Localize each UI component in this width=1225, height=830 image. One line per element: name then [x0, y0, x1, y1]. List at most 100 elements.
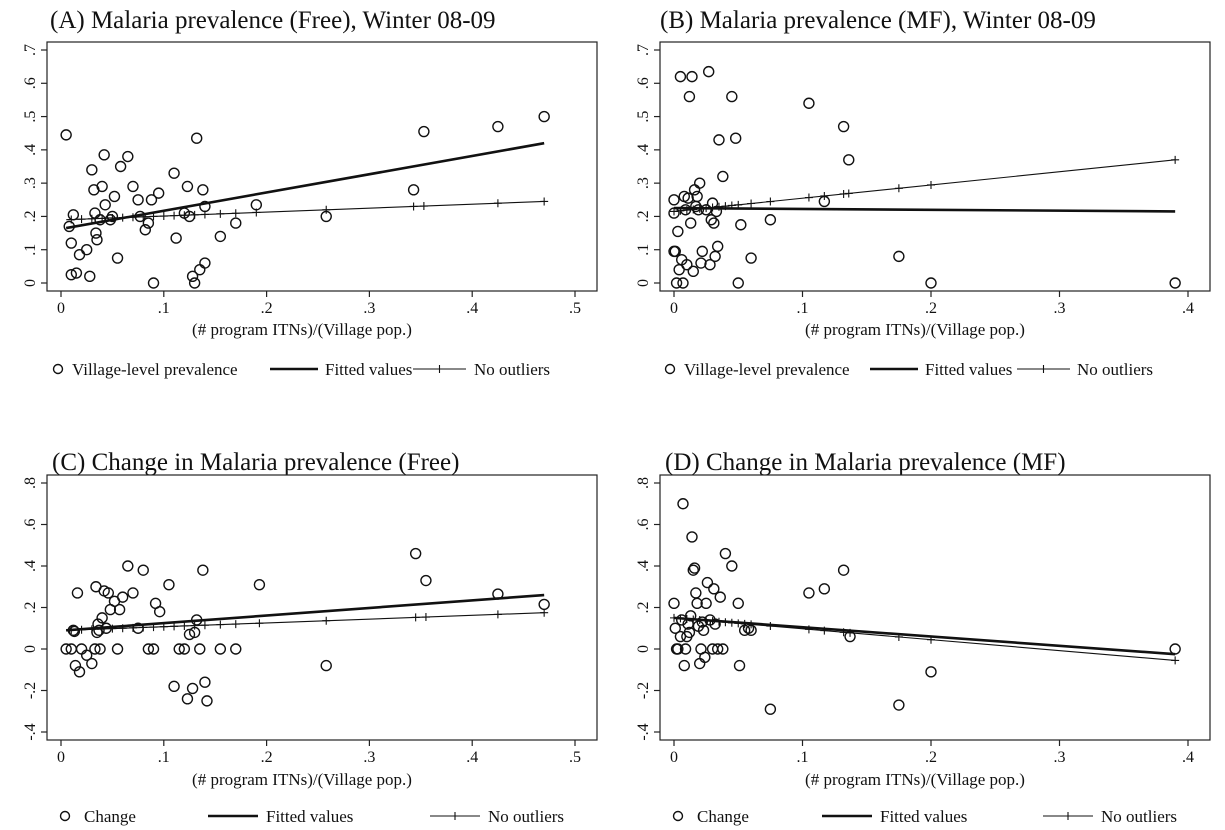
legend-entry: Change	[697, 807, 749, 826]
data-point	[199, 676, 211, 688]
no-outliers-marker	[927, 635, 935, 644]
no-outliers-marker	[252, 208, 261, 217]
data-point	[696, 616, 708, 628]
data-point	[67, 209, 80, 221]
data-point	[691, 190, 703, 203]
y-tick-label: .2	[635, 602, 652, 614]
data-point	[102, 587, 114, 599]
data-point	[320, 659, 332, 672]
legend: Change Fitted values No outliers	[59, 807, 564, 826]
no-outliers-marker	[702, 204, 711, 213]
data-point	[69, 659, 82, 672]
x-tick-label: .1	[158, 749, 170, 766]
data-point	[687, 564, 699, 576]
data-point	[683, 626, 696, 639]
data-point	[147, 277, 160, 289]
data-point	[99, 199, 111, 211]
data-point	[699, 651, 711, 663]
data-point	[674, 70, 687, 83]
chart-panel-d: (D) Change in Malaria prevalence (MF) -.4…	[635, 449, 1211, 826]
x-tick-label: .1	[158, 300, 170, 317]
data-point	[696, 245, 708, 258]
data-point	[697, 624, 710, 637]
no-outliers-marker	[804, 193, 813, 202]
data-point	[132, 194, 144, 206]
data-point	[168, 680, 180, 693]
data-point	[199, 257, 211, 269]
data-point	[181, 693, 194, 705]
data-point	[719, 547, 732, 560]
no-outliers-marker	[682, 206, 691, 215]
x-axis-label: (# program ITNs)/(Village pop.)	[805, 320, 1025, 339]
data-point	[111, 643, 124, 655]
data-point	[173, 643, 185, 655]
no-outliers-marker	[766, 197, 775, 206]
data-point	[733, 659, 746, 672]
data-point	[691, 597, 703, 610]
data-point	[96, 612, 108, 624]
legend-plus-marker	[1064, 812, 1072, 820]
no-outliers-line	[66, 612, 545, 631]
data-point	[925, 666, 937, 678]
data-point	[729, 132, 742, 144]
legend-plus-marker	[1039, 365, 1048, 373]
data-point	[709, 250, 721, 263]
no-outliers-marker	[190, 210, 199, 219]
data-point	[700, 597, 712, 610]
data-point	[688, 562, 701, 574]
x-tick-label: .3	[363, 300, 375, 317]
y-tick-label: .4	[22, 560, 39, 572]
y-tick-label: .6	[22, 519, 39, 531]
data-point	[677, 277, 689, 289]
data-point	[764, 214, 777, 226]
no-outliers-marker	[180, 621, 189, 630]
no-outliers-marker	[149, 623, 158, 632]
no-outliers-marker	[170, 622, 179, 631]
data-point	[745, 252, 757, 264]
data-point	[80, 244, 93, 256]
data-point	[214, 643, 227, 655]
data-point	[70, 267, 83, 279]
legend-entry: Fitted values	[925, 360, 1012, 379]
data-point	[701, 576, 714, 589]
fitted-line	[66, 593, 545, 632]
legend: Change Fitted values No outliers	[672, 807, 1177, 826]
data-point	[711, 240, 724, 253]
y-tick-label: .1	[635, 244, 652, 256]
data-point	[142, 217, 155, 229]
data-point	[94, 643, 106, 655]
data-point	[708, 583, 720, 595]
data-point	[843, 154, 855, 166]
no-outliers-marker	[493, 610, 502, 619]
data-point	[732, 277, 744, 289]
data-point	[214, 230, 227, 243]
fitted-line	[673, 206, 1176, 213]
x-tick-label: .4	[1182, 300, 1194, 317]
no-outliers-marker	[149, 212, 158, 221]
data-point	[113, 603, 126, 616]
data-point	[695, 257, 707, 269]
plot-frame	[46, 474, 598, 741]
data-point	[672, 643, 684, 655]
y-tick-label: .7	[635, 44, 652, 56]
y-tick-label: .2	[22, 210, 39, 222]
legend-entry: Fitted values	[266, 807, 353, 826]
data-point	[717, 643, 729, 655]
no-outliers-marker	[747, 199, 756, 208]
data-point	[188, 277, 201, 289]
data-point	[1169, 643, 1181, 655]
data-point	[677, 498, 689, 510]
data-point	[147, 643, 160, 655]
y-tick-label: .3	[22, 177, 39, 189]
no-outliers-marker	[118, 624, 127, 633]
no-outliers-marker	[98, 624, 107, 633]
x-tick-label: .2	[925, 300, 937, 317]
y-tick-label: .6	[635, 519, 652, 531]
data-point	[65, 237, 77, 249]
no-outliers-marker	[721, 202, 730, 211]
legend-entry: No outliers	[1101, 807, 1177, 826]
no-outliers-marker	[216, 209, 225, 218]
legend-entry: No outliers	[1077, 360, 1153, 379]
x-axis-label: (# program ITNs)/(Village pop.)	[805, 770, 1025, 789]
